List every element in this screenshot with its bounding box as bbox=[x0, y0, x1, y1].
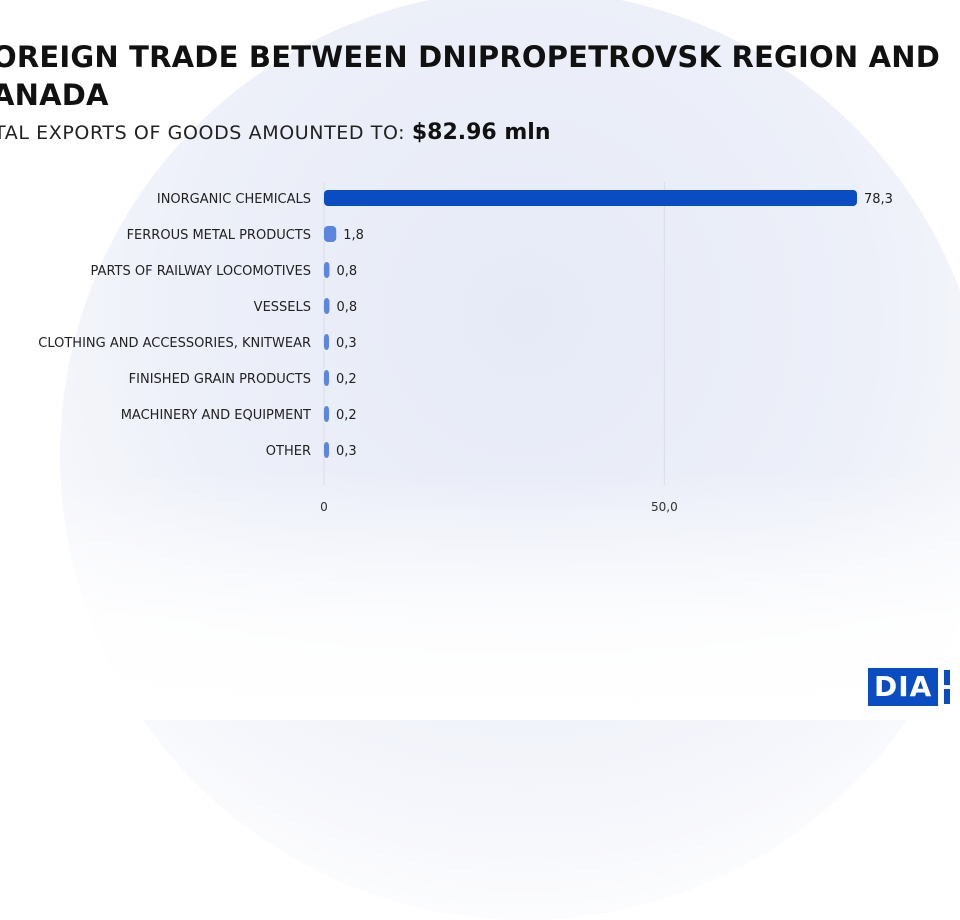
value-label: 1,8 bbox=[343, 228, 364, 243]
value-label: 78,3 bbox=[864, 192, 893, 207]
category-label: VESSELS bbox=[254, 300, 311, 315]
value-label: 0,8 bbox=[336, 264, 357, 279]
bar-chart: 0 50,0 INORGANIC CHEMICALS 78,3 FERROUS META… bbox=[38, 182, 893, 514]
bar bbox=[324, 334, 329, 350]
background-fade bbox=[0, 470, 960, 720]
value-label: 0,2 bbox=[336, 372, 357, 387]
bar bbox=[324, 298, 330, 314]
subtitle-prefix: TAL EXPORTS OF GOODS AMOUNTED TO: bbox=[0, 122, 406, 144]
category-label: MACHINERY AND EQUIPMENT bbox=[121, 408, 311, 423]
category-label: FINISHED GRAIN PRODUCTS bbox=[129, 372, 311, 387]
category-label: CLOTHING AND ACCESSORIES, KNITWEAR bbox=[38, 336, 311, 351]
category-label: INORGANIC CHEMICALS bbox=[157, 192, 311, 207]
bar bbox=[324, 262, 330, 278]
value-label: 0,2 bbox=[336, 408, 357, 423]
x-tick-label: 50,0 bbox=[651, 500, 678, 514]
value-label: 0,8 bbox=[336, 300, 357, 315]
bar bbox=[324, 370, 329, 386]
x-tick-label: 0 bbox=[320, 500, 328, 514]
logo-mark bbox=[944, 670, 951, 704]
bar bbox=[324, 190, 857, 206]
value-label: 0,3 bbox=[336, 444, 357, 459]
dia-logo: DIA bbox=[868, 668, 951, 706]
bar bbox=[324, 226, 337, 242]
category-label: FERROUS METAL PRODUCTS bbox=[127, 228, 311, 243]
bar bbox=[324, 442, 329, 458]
logo-text: DIA bbox=[868, 668, 939, 706]
category-label: OTHER bbox=[266, 444, 311, 459]
category-label: PARTS OF RAILWAY LOCOMOTIVES bbox=[91, 264, 311, 279]
subtitle: TAL EXPORTS OF GOODS AMOUNTED TO: $82.96… bbox=[0, 120, 551, 145]
subtitle-amount: $82.96 mln bbox=[411, 120, 551, 145]
value-label: 0,3 bbox=[336, 336, 357, 351]
bar bbox=[324, 406, 329, 422]
page-title: OREIGN TRADE BETWEEN DNIPROPETROVSK REGI… bbox=[0, 40, 941, 112]
